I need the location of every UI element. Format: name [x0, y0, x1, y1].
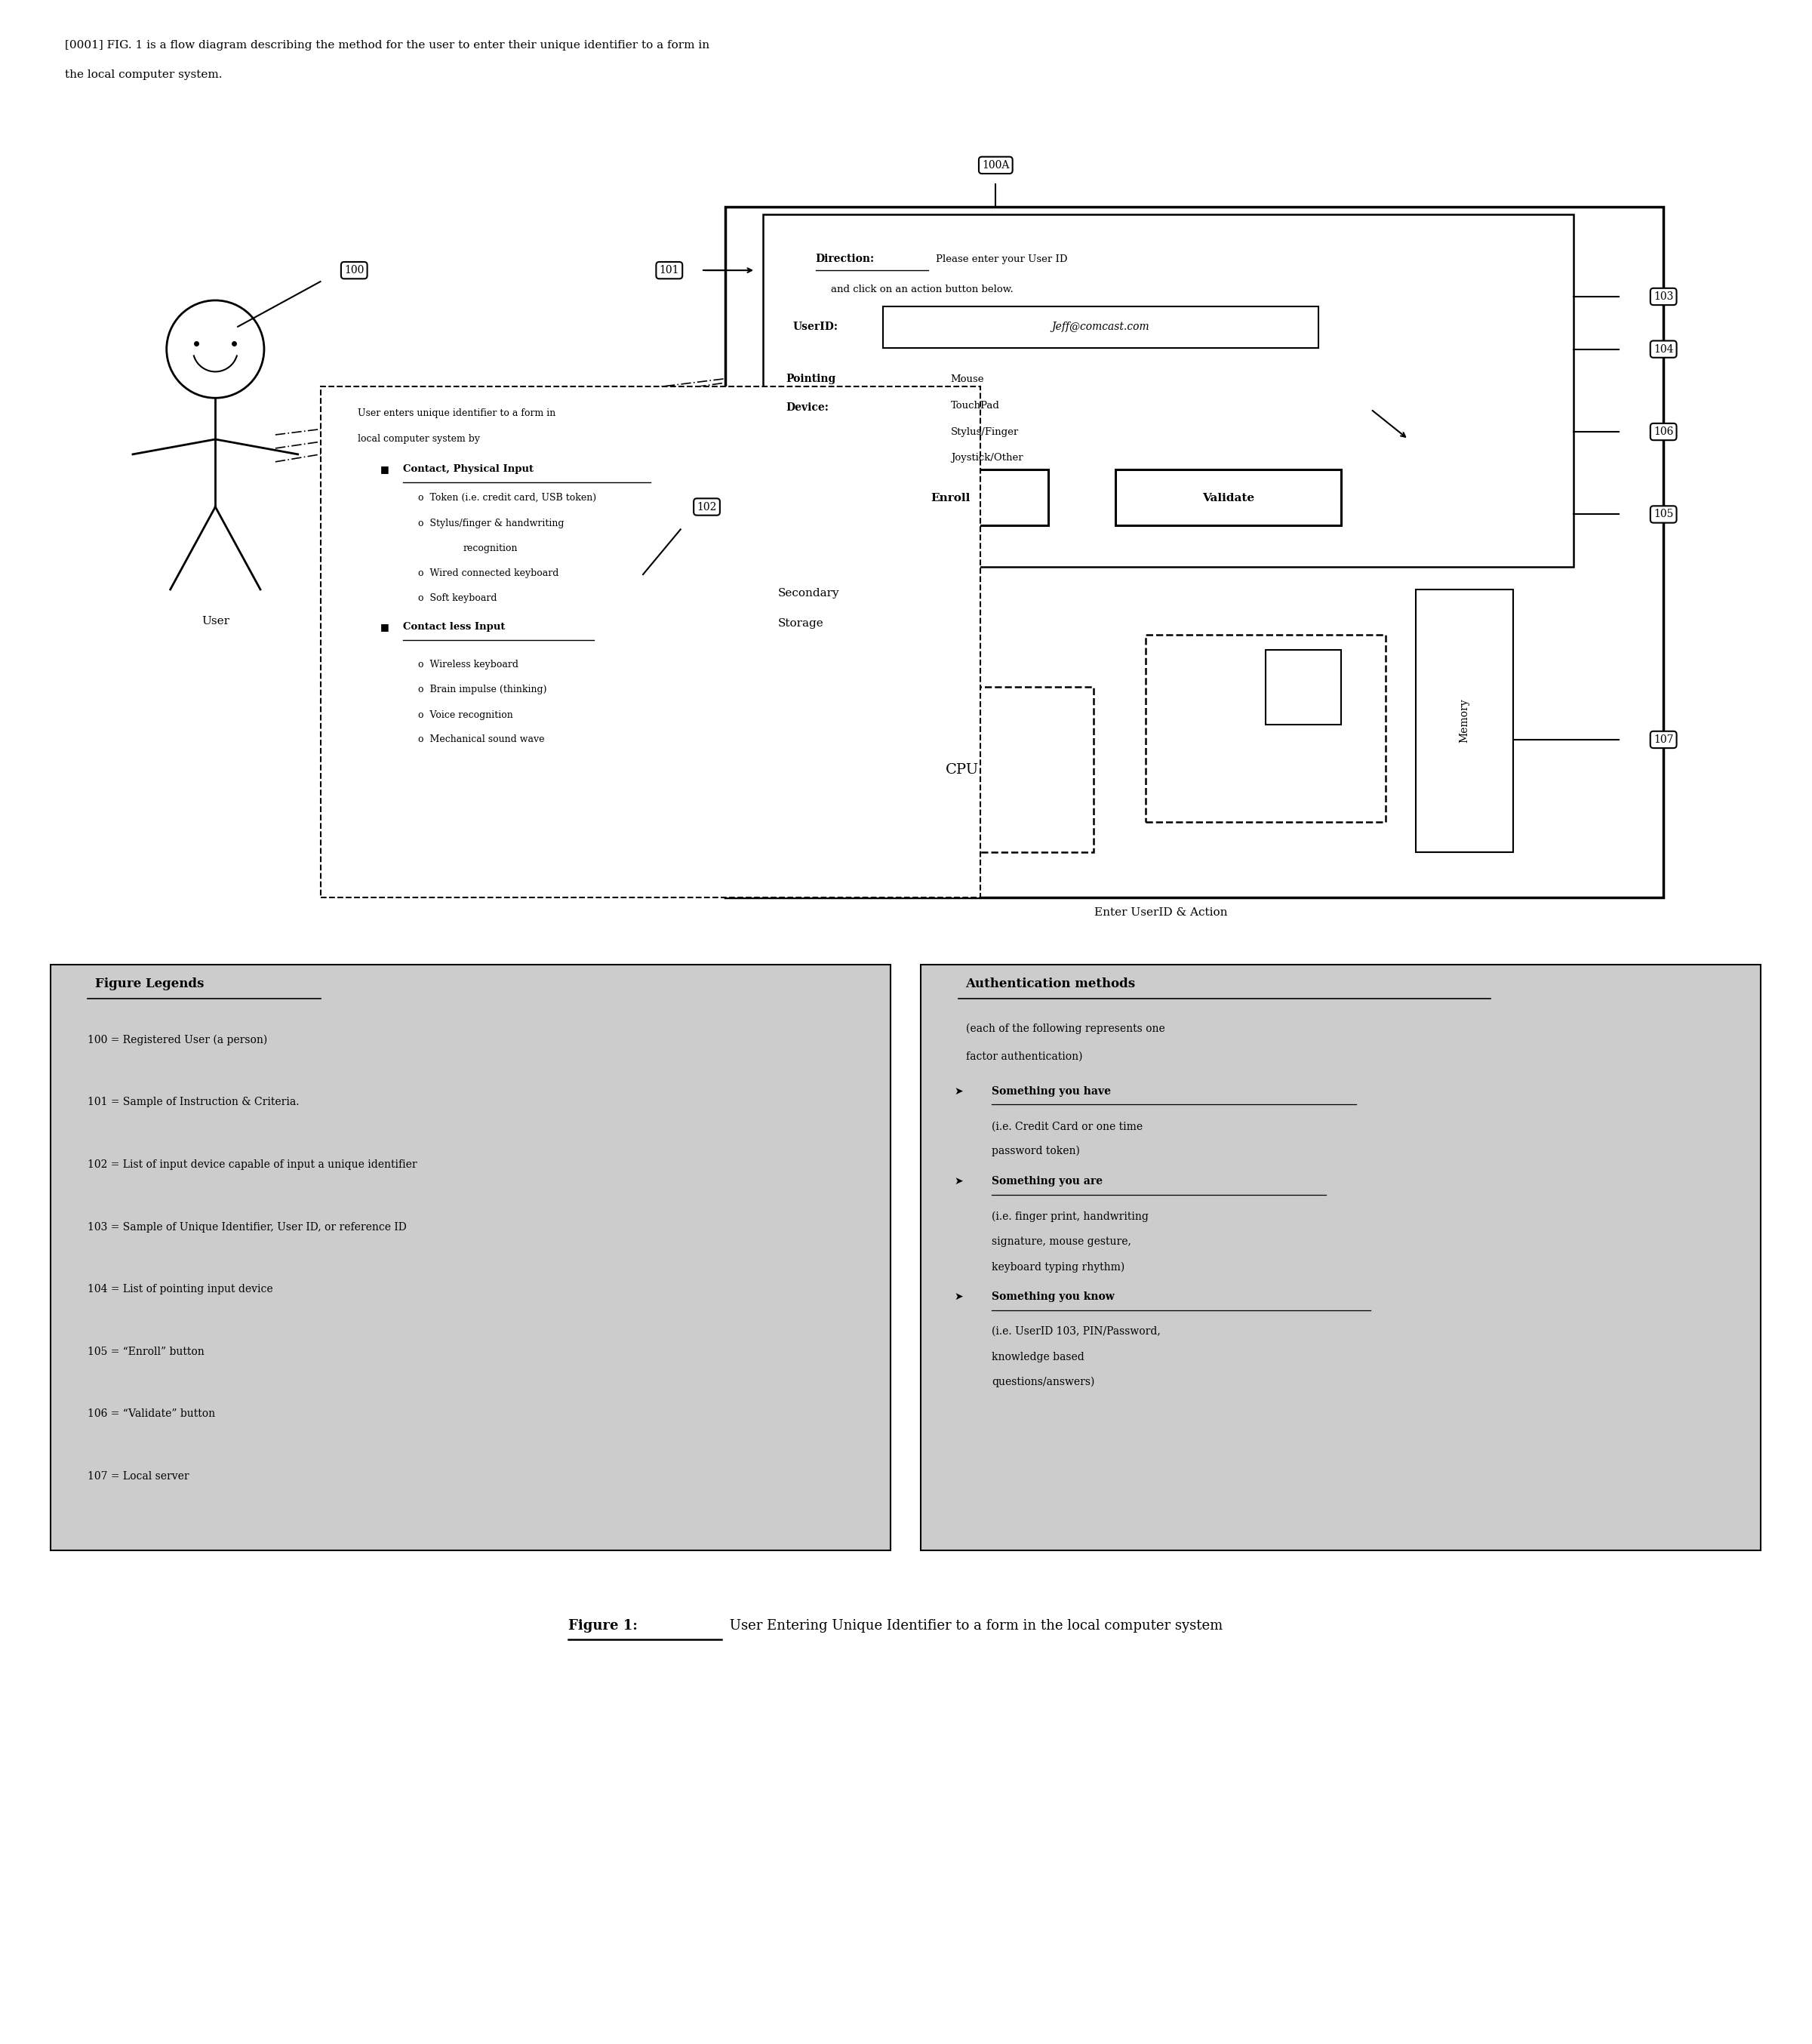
- Text: recognition: recognition: [462, 544, 518, 554]
- Text: Something you are: Something you are: [991, 1175, 1104, 1186]
- Text: 106 = “Validate” button: 106 = “Validate” button: [87, 1408, 216, 1419]
- Bar: [763, 215, 1573, 566]
- Text: 107 = Local server: 107 = Local server: [87, 1472, 190, 1482]
- Text: Jeff@comcast.com: Jeff@comcast.com: [1051, 321, 1149, 331]
- Text: signature, mouse gesture,: signature, mouse gesture,: [991, 1237, 1131, 1247]
- Text: Secondary: Secondary: [777, 589, 839, 599]
- Text: UserID:: UserID:: [794, 321, 839, 331]
- Text: Figure Legends: Figure Legends: [96, 977, 205, 989]
- Text: User Entering Unique Identifier to a form in the local computer system: User Entering Unique Identifier to a for…: [725, 1619, 1223, 1633]
- Text: the local computer system.: the local computer system.: [65, 69, 223, 80]
- Text: Something you know: Something you know: [991, 1292, 1114, 1302]
- Text: keyboard typing rhythm): keyboard typing rhythm): [991, 1261, 1125, 1271]
- Text: 101: 101: [660, 266, 680, 276]
- Text: Figure 1:: Figure 1:: [567, 1619, 638, 1633]
- Text: o  Brain impulse (thinking): o Brain impulse (thinking): [419, 685, 547, 695]
- Text: and click on an action button below.: and click on an action button below.: [830, 284, 1013, 294]
- Text: Please enter your User ID: Please enter your User ID: [935, 253, 1067, 264]
- Text: Joystick/Other: Joystick/Other: [951, 454, 1022, 462]
- Bar: [830, 687, 1093, 852]
- Text: o  Wireless keyboard: o Wireless keyboard: [419, 660, 518, 670]
- Text: 100A: 100A: [982, 159, 1009, 170]
- Text: o  Mechanical sound wave: o Mechanical sound wave: [419, 734, 544, 744]
- Text: Contact, Physical Input: Contact, Physical Input: [402, 464, 533, 474]
- Text: Contact less Input: Contact less Input: [402, 621, 506, 632]
- Text: 107: 107: [1653, 734, 1674, 744]
- Text: 106: 106: [1654, 427, 1674, 437]
- Text: Storage: Storage: [777, 617, 824, 630]
- Bar: [1116, 470, 1341, 525]
- Bar: [1415, 589, 1513, 852]
- Text: ■: ■: [381, 464, 390, 474]
- Text: 101 = Sample of Instruction & Criteria.: 101 = Sample of Instruction & Criteria.: [87, 1098, 299, 1108]
- Text: 103 = Sample of Unique Identifier, User ID, or reference ID: 103 = Sample of Unique Identifier, User …: [87, 1222, 408, 1233]
- Text: Mouse: Mouse: [951, 374, 984, 384]
- Text: Device:: Device:: [786, 403, 828, 413]
- Bar: [725, 206, 1663, 897]
- Text: 105 = “Enroll” button: 105 = “Enroll” button: [87, 1347, 205, 1357]
- Text: knowledge based: knowledge based: [991, 1351, 1085, 1361]
- Text: 104 = List of pointing input device: 104 = List of pointing input device: [87, 1284, 274, 1294]
- Text: Authentication methods: Authentication methods: [966, 977, 1136, 989]
- Bar: [1145, 634, 1386, 822]
- Text: Enroll: Enroll: [931, 493, 971, 503]
- Text: 100: 100: [344, 266, 364, 276]
- Text: 100 = Registered User (a person): 100 = Registered User (a person): [87, 1034, 268, 1044]
- Text: Pointing: Pointing: [786, 374, 835, 384]
- Text: Validate: Validate: [1201, 493, 1254, 503]
- Text: ➤: ➤: [955, 1175, 964, 1186]
- Text: 102 = List of input device capable of input a unique identifier: 102 = List of input device capable of in…: [87, 1159, 417, 1169]
- Text: [0001] FIG. 1 is a flow diagram describing the method for the user to enter thei: [0001] FIG. 1 is a flow diagram describi…: [65, 39, 710, 51]
- Text: 103: 103: [1654, 292, 1674, 303]
- Text: Memory: Memory: [1459, 699, 1470, 744]
- Text: o  Voice recognition: o Voice recognition: [419, 709, 513, 719]
- Text: 104: 104: [1653, 343, 1674, 354]
- Text: Stylus/Finger: Stylus/Finger: [951, 427, 1018, 437]
- Text: questions/answers): questions/answers): [991, 1376, 1094, 1388]
- Text: CPU: CPU: [946, 762, 978, 777]
- Text: 102: 102: [698, 501, 718, 513]
- Bar: [51, 965, 892, 1551]
- Text: ➤: ➤: [955, 1292, 964, 1302]
- Bar: [853, 470, 1047, 525]
- Bar: [1267, 650, 1341, 726]
- Text: Direction:: Direction:: [815, 253, 875, 264]
- Bar: [920, 965, 1761, 1551]
- Text: factor authentication): factor authentication): [966, 1051, 1082, 1061]
- Text: ■: ■: [381, 621, 390, 632]
- Text: User: User: [201, 615, 230, 625]
- Text: User enters unique identifier to a form in: User enters unique identifier to a form …: [359, 409, 556, 417]
- Text: (i.e. UserID 103, PIN/Password,: (i.e. UserID 103, PIN/Password,: [991, 1327, 1161, 1337]
- Bar: [321, 386, 980, 897]
- Text: (i.e. Credit Card or one time: (i.e. Credit Card or one time: [991, 1120, 1143, 1132]
- Bar: [882, 307, 1319, 347]
- Text: Something you have: Something you have: [991, 1085, 1111, 1096]
- Text: (each of the following represents one: (each of the following represents one: [966, 1024, 1165, 1034]
- Text: ➤: ➤: [955, 1085, 964, 1096]
- Text: Enter UserID & Action: Enter UserID & Action: [1094, 908, 1227, 918]
- Text: local computer system by: local computer system by: [359, 435, 480, 444]
- Text: o  Token (i.e. credit card, USB token): o Token (i.e. credit card, USB token): [419, 493, 596, 503]
- Text: o  Wired connected keyboard: o Wired connected keyboard: [419, 568, 558, 578]
- Text: o  Soft keyboard: o Soft keyboard: [419, 593, 496, 603]
- Text: 105: 105: [1654, 509, 1674, 519]
- Text: o  Stylus/finger & handwriting: o Stylus/finger & handwriting: [419, 519, 564, 527]
- Text: (i.e. finger print, handwriting: (i.e. finger print, handwriting: [991, 1210, 1149, 1222]
- Text: TouchPad: TouchPad: [951, 401, 1000, 411]
- Text: password token): password token): [991, 1147, 1080, 1157]
